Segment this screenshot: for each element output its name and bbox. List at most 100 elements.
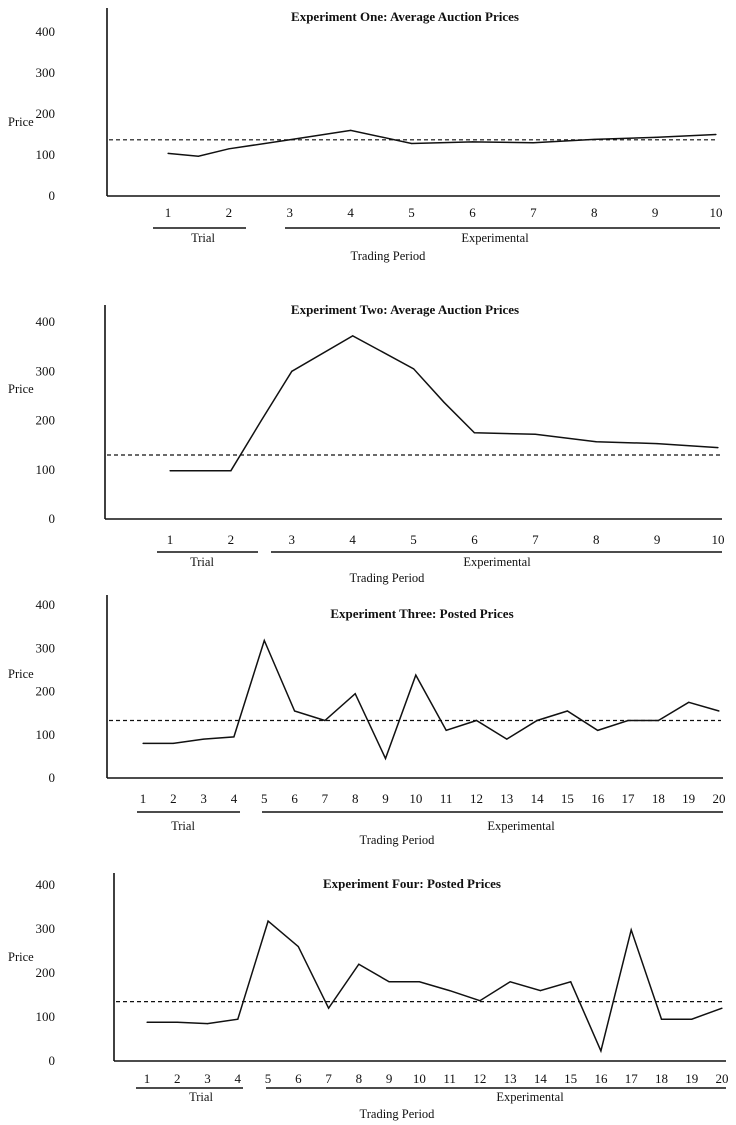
data-point [410, 142, 413, 145]
x-tick-label: 1 [144, 1071, 151, 1086]
y-tick-label: 100 [36, 462, 56, 477]
data-point [539, 990, 542, 992]
x-tick-label: 7 [322, 791, 329, 806]
data-point [479, 1000, 481, 1002]
x-tick-label: 17 [625, 1071, 639, 1086]
x-tick-label: 14 [534, 1071, 548, 1086]
x-tick-label: 15 [561, 791, 574, 806]
x-tick-label: 2 [170, 791, 177, 806]
chart-panel: Experiment Two: Average Auction Prices Pr… [8, 302, 725, 585]
chart-title: Experiment Two: Average Auction Prices [291, 302, 519, 317]
group-label: Experimental [487, 819, 555, 833]
y-tick-label: 400 [36, 877, 56, 892]
x-tick-label: 4 [235, 1071, 242, 1086]
chart-panel: Experiment Three: Posted Prices Price 0 100… [8, 595, 726, 847]
x-tick-label: 18 [652, 791, 665, 806]
data-point [443, 401, 445, 403]
x-tick-label: 1 [140, 791, 147, 806]
data-point [475, 719, 478, 722]
price-series-line [143, 638, 720, 761]
x-tick-label: 8 [352, 791, 359, 806]
group-label: Experimental [463, 555, 531, 569]
x-tick-label: 6 [471, 532, 478, 547]
x-tick-label: 4 [231, 791, 238, 806]
data-point [691, 1018, 693, 1020]
x-tick-label: 4 [347, 205, 354, 220]
data-point [506, 738, 508, 740]
x-axis-label: Trading Period [351, 249, 427, 263]
y-tick-label: 0 [49, 188, 56, 203]
price-series-line [147, 919, 723, 1054]
y-tick-label: 200 [36, 413, 56, 428]
data-point [260, 419, 262, 422]
data-point [237, 1018, 239, 1020]
chart-panel: Experiment One: Average Auction Prices Pr… [8, 8, 723, 263]
group-label: Trial [190, 555, 214, 569]
data-point [228, 148, 230, 150]
x-tick-label: 18 [655, 1071, 668, 1086]
price-series-line [167, 129, 717, 157]
x-tick-label: 9 [652, 205, 659, 220]
x-tick-label: 10 [712, 532, 725, 547]
data-point [600, 1050, 602, 1052]
data-point [656, 443, 658, 445]
x-tick-label: 3 [200, 791, 207, 806]
x-tick-label: 1 [167, 532, 174, 547]
data-point [142, 742, 144, 745]
data-point [688, 701, 690, 703]
data-point [197, 155, 200, 157]
group-label: Trial [171, 819, 195, 833]
data-point [570, 981, 572, 983]
x-tick-label: 20 [713, 791, 726, 806]
x-tick-label: 3 [287, 205, 294, 220]
x-tick-label: 6 [469, 205, 476, 220]
y-axis-label: Price [8, 950, 34, 964]
data-point [449, 990, 451, 992]
y-tick-label: 300 [36, 363, 56, 378]
data-point [176, 1021, 178, 1023]
x-tick-label: 1 [165, 205, 172, 220]
x-tick-label: 14 [531, 791, 545, 806]
x-tick-label: 2 [174, 1071, 181, 1086]
x-axis-label: Trading Period [360, 1107, 436, 1121]
y-tick-label: 300 [36, 921, 56, 936]
x-tick-label: 15 [564, 1071, 577, 1086]
x-tick-label: 3 [204, 1071, 211, 1086]
data-point [660, 1018, 663, 1020]
data-point [206, 1023, 209, 1025]
data-point [509, 981, 511, 983]
data-point [203, 738, 205, 740]
x-tick-label: 10 [409, 791, 422, 806]
x-tick-label: 8 [356, 1071, 363, 1086]
x-tick-label: 12 [470, 791, 483, 806]
data-point [445, 729, 447, 732]
x-tick-label: 11 [440, 791, 453, 806]
y-tick-label: 0 [49, 1053, 56, 1068]
data-point [715, 133, 717, 136]
data-point [384, 757, 387, 760]
x-tick-label: 9 [382, 791, 389, 806]
data-point [291, 370, 293, 372]
x-axis-label: Trading Period [350, 571, 426, 585]
x-tick-label: 19 [682, 791, 695, 806]
data-point [532, 142, 534, 144]
x-tick-label: 5 [261, 791, 268, 806]
x-tick-label: 7 [532, 532, 539, 547]
x-tick-label: 5 [410, 532, 417, 547]
chart-panel: Experiment Four: Posted Prices Price 0 100 2… [8, 873, 729, 1121]
x-tick-label: 6 [295, 1071, 302, 1086]
x-tick-label: 12 [473, 1071, 486, 1086]
x-tick-label: 2 [226, 205, 233, 220]
data-point [293, 710, 296, 712]
data-point [352, 335, 354, 337]
data-point [233, 736, 235, 738]
data-point [350, 129, 352, 131]
x-tick-label: 8 [591, 205, 598, 220]
y-tick-label: 200 [36, 684, 56, 699]
x-tick-label: 5 [265, 1071, 272, 1086]
x-tick-label: 13 [500, 791, 513, 806]
data-point [536, 719, 538, 722]
data-point [358, 963, 360, 965]
data-point [412, 368, 415, 370]
data-point [630, 929, 632, 931]
